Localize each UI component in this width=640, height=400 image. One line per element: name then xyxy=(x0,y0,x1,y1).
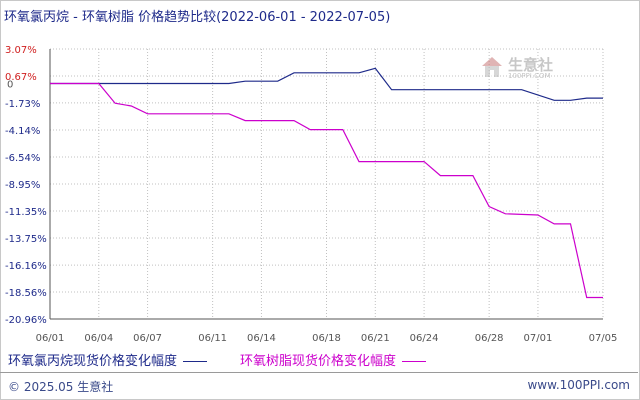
y-tick-label: -13.75% xyxy=(5,234,47,245)
legend-label: 环氧氯丙烷现货价格变化幅度 xyxy=(8,354,178,369)
series-line-epichlorohydrin xyxy=(50,67,603,101)
x-tick-label: 06/28 xyxy=(475,333,504,344)
x-tick-label: 06/24 xyxy=(410,333,439,344)
footer-url: www.100PPI.com xyxy=(527,378,630,392)
watermark-logo: 生意社 100PPI.COM xyxy=(482,56,553,80)
house-icon xyxy=(482,57,502,77)
x-tick-label: 06/07 xyxy=(133,333,162,344)
y-tick-label: 3.07% xyxy=(5,45,37,56)
y-tick-label: -8.95% xyxy=(5,180,40,191)
x-tick-label: 06/04 xyxy=(84,333,113,344)
legend-item-epichlorohydrin: 环氧氯丙烷现货价格变化幅度 xyxy=(8,350,208,369)
x-tick-label: 07/01 xyxy=(524,333,553,344)
series-line-epoxy-resin xyxy=(50,82,603,299)
axis-layer: 3.07% 0.67%0 -1.73% -4.14% -6.54% -8.95% -11.3… xyxy=(5,45,617,344)
y-tick-label: -4.14% xyxy=(5,126,40,137)
watermark-brand: 生意社 xyxy=(508,56,553,74)
footer-copyright: © 2025.05 生意社 xyxy=(8,380,114,394)
footer-divider xyxy=(0,372,638,373)
watermark-url: 100PPI.COM xyxy=(508,72,551,80)
grid-layer xyxy=(49,48,604,320)
y-tick-label: -11.35% xyxy=(5,207,47,218)
series-layer xyxy=(50,67,603,299)
x-tick-label: 07/05 xyxy=(589,333,618,344)
legend-swatch xyxy=(183,361,208,362)
x-tick-label: 06/01 xyxy=(36,333,65,344)
chart-title: 环氧氯丙烷 - 环氧树脂 价格趋势比较(2022-06-01 - 2022-07… xyxy=(4,10,391,25)
legend-swatch xyxy=(402,361,427,362)
x-tick-label: 06/21 xyxy=(361,333,390,344)
y-tick-label: -1.73% xyxy=(5,99,40,110)
y-tick-label: -20.96% xyxy=(5,315,47,326)
x-tick-label: 06/14 xyxy=(247,333,276,344)
y-tick-label: 0.67% xyxy=(5,72,37,83)
y-tick-label: -18.56% xyxy=(5,288,47,299)
legend-item-epoxy-resin: 环氧树脂现货价格变化幅度 xyxy=(240,350,427,369)
legend-label: 环氧树脂现货价格变化幅度 xyxy=(240,354,397,369)
y-tick-label: -6.54% xyxy=(5,153,40,164)
x-tick-label: 06/18 xyxy=(312,333,341,344)
x-tick-label: 06/11 xyxy=(198,333,227,344)
y-tick-label: -16.16% xyxy=(5,261,47,272)
y-tick-label: 0 xyxy=(7,79,13,90)
